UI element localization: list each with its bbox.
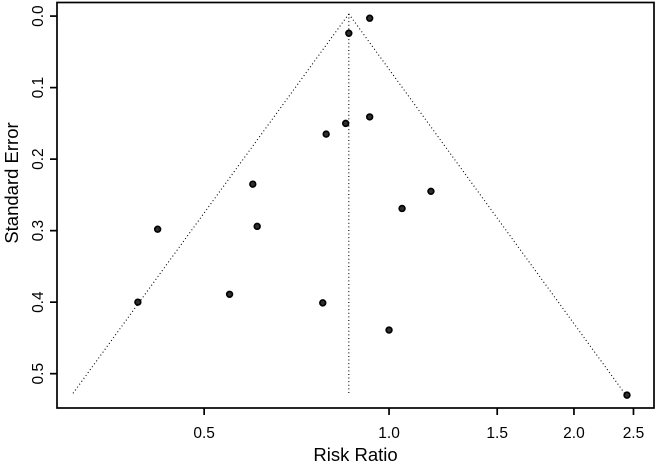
data-point bbox=[225, 290, 234, 298]
funnel-right-ci-line bbox=[348, 13, 627, 396]
data-point bbox=[253, 222, 261, 231]
data-point bbox=[134, 298, 142, 306]
x-tick-label: 1.5 bbox=[486, 425, 508, 442]
y-tick-label: 0.3 bbox=[30, 220, 47, 242]
funnel-left-ci-line bbox=[71, 13, 350, 396]
data-point bbox=[623, 391, 631, 399]
plot-box bbox=[56, 1, 655, 409]
data-point bbox=[249, 180, 257, 188]
y-tick-label: 0.2 bbox=[30, 148, 47, 170]
data-point bbox=[153, 225, 162, 233]
x-tick-label: 1.0 bbox=[378, 425, 400, 442]
data-point bbox=[345, 29, 353, 37]
data-point bbox=[319, 299, 327, 307]
data-point bbox=[398, 204, 406, 213]
x-tick-label: 0.5 bbox=[193, 425, 215, 442]
x-axis-title: Risk Ratio bbox=[313, 444, 397, 465]
x-tick-label: 2.5 bbox=[623, 425, 645, 442]
y-tick-label: 0.1 bbox=[30, 77, 47, 99]
data-point bbox=[365, 14, 374, 22]
data-point bbox=[322, 130, 330, 138]
data-point bbox=[427, 187, 435, 196]
plot-layer: 0.5 1.0 1.5 2.0 2.5 0.0 0.1 0.2 0.3 0.4 0.5 bbox=[30, 1, 655, 442]
y-tick-label: 0.5 bbox=[30, 363, 47, 385]
data-point bbox=[365, 113, 374, 121]
y-axis-title: Standard Error bbox=[1, 122, 22, 243]
y-tick-label: 0.0 bbox=[30, 5, 47, 27]
data-point bbox=[385, 326, 393, 334]
data-point bbox=[341, 119, 350, 128]
y-tick-label: 0.4 bbox=[30, 291, 47, 313]
x-tick-label: 2.0 bbox=[563, 425, 585, 442]
